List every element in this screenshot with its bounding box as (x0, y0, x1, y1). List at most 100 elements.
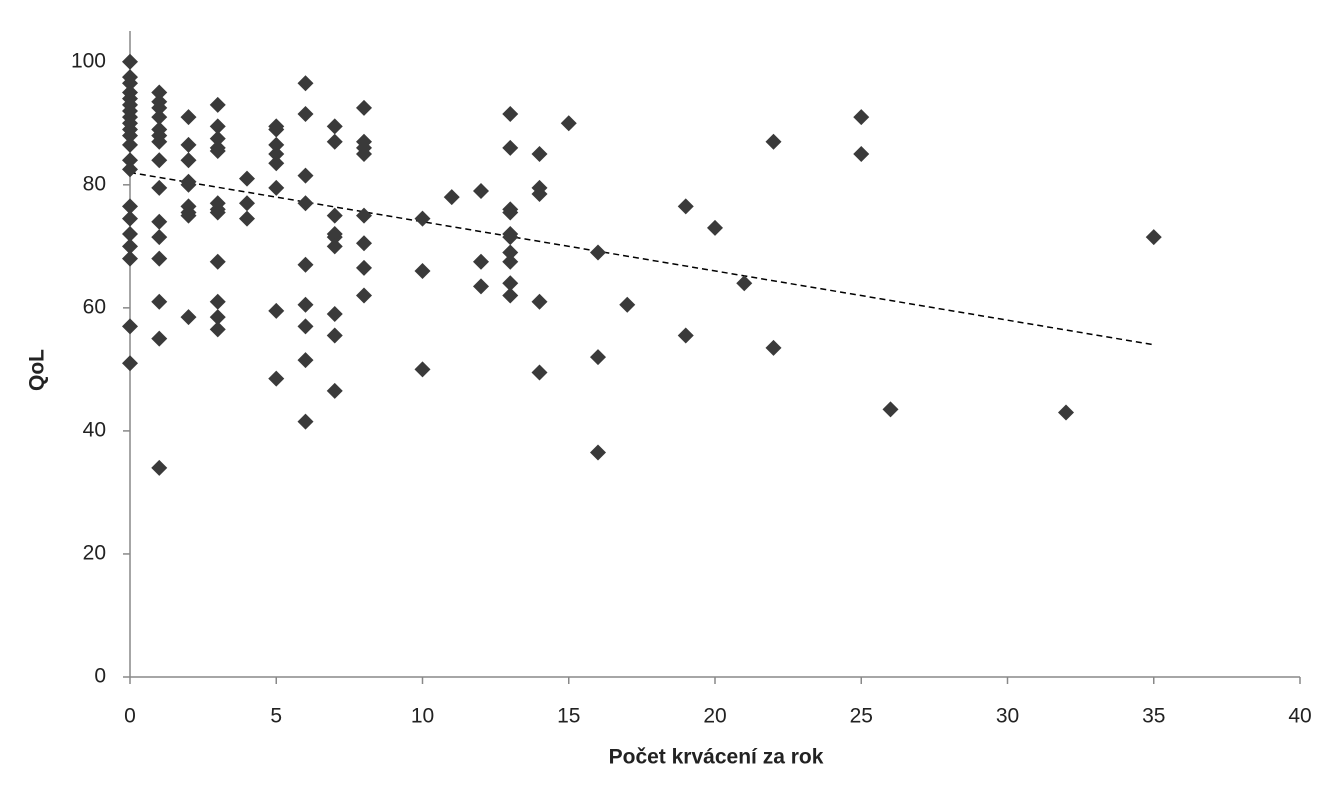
point (122, 161, 138, 178)
point (239, 210, 255, 227)
y-axis-title: QoL (26, 349, 49, 391)
point (356, 146, 372, 163)
point (122, 226, 138, 243)
point (151, 293, 168, 310)
point (502, 244, 519, 261)
point (151, 213, 168, 230)
point (677, 198, 694, 215)
point (297, 413, 314, 430)
point (677, 327, 694, 344)
point (209, 130, 226, 147)
point (326, 118, 343, 135)
point (180, 152, 197, 169)
point (414, 262, 431, 279)
point (180, 109, 197, 126)
point (209, 321, 226, 338)
point (151, 109, 168, 126)
x-tick-label: 30 (996, 705, 1019, 728)
point (151, 152, 168, 169)
x-tick-label: 10 (411, 705, 434, 728)
point (239, 170, 255, 187)
point (151, 179, 168, 196)
point (590, 244, 606, 261)
y-tick-label: 60 (83, 295, 106, 318)
x-tick-label: 25 (850, 705, 873, 728)
point (1145, 229, 1162, 246)
point (122, 318, 138, 335)
point (122, 250, 138, 267)
point (268, 136, 285, 153)
point (590, 444, 606, 461)
point (590, 349, 606, 366)
point (473, 182, 489, 199)
point (122, 238, 138, 255)
point (180, 309, 197, 326)
point (326, 207, 343, 224)
point (765, 133, 782, 150)
point (560, 115, 577, 132)
point (180, 136, 197, 153)
x-tick-label: 40 (1288, 705, 1311, 728)
point (473, 253, 489, 270)
point (297, 352, 314, 369)
point (473, 278, 489, 295)
point (209, 204, 226, 221)
point (531, 186, 548, 203)
point (414, 210, 431, 227)
point (122, 136, 138, 153)
point (297, 195, 314, 212)
point (268, 155, 285, 172)
point (180, 176, 197, 193)
point (853, 109, 870, 126)
point (531, 293, 548, 310)
point (151, 99, 168, 116)
point (326, 327, 343, 344)
point (151, 133, 168, 150)
point (765, 339, 782, 356)
point (297, 296, 314, 313)
point (209, 96, 226, 113)
point (853, 146, 870, 163)
point (356, 207, 372, 224)
point (356, 259, 372, 276)
point (502, 253, 519, 270)
point (356, 287, 372, 304)
point (151, 84, 168, 101)
point (209, 142, 226, 159)
point (268, 179, 285, 196)
point (209, 253, 226, 270)
point (122, 198, 138, 215)
x-tick-label: 20 (703, 705, 726, 728)
trendline (129, 171, 1154, 346)
point (122, 210, 138, 227)
point (619, 296, 636, 313)
x-tick-label: 5 (270, 705, 282, 728)
point (297, 106, 314, 123)
point (297, 75, 314, 92)
y-tick-label: 100 (71, 49, 106, 72)
x-axis-title: Počet krvácení za rok (609, 746, 824, 769)
point (209, 293, 226, 310)
point (1058, 404, 1074, 421)
point (122, 127, 138, 144)
point (531, 146, 548, 163)
point (122, 355, 138, 372)
point (122, 75, 138, 92)
x-tick-label: 15 (557, 705, 580, 728)
point (268, 121, 285, 138)
point (736, 275, 753, 292)
point (326, 306, 343, 323)
point (122, 53, 138, 70)
point (297, 167, 314, 184)
point (209, 118, 226, 135)
point (356, 235, 372, 252)
point (502, 139, 519, 156)
point (180, 207, 197, 224)
point (531, 364, 548, 381)
point (297, 318, 314, 335)
point (502, 106, 519, 123)
point (326, 238, 343, 255)
point (882, 401, 899, 418)
